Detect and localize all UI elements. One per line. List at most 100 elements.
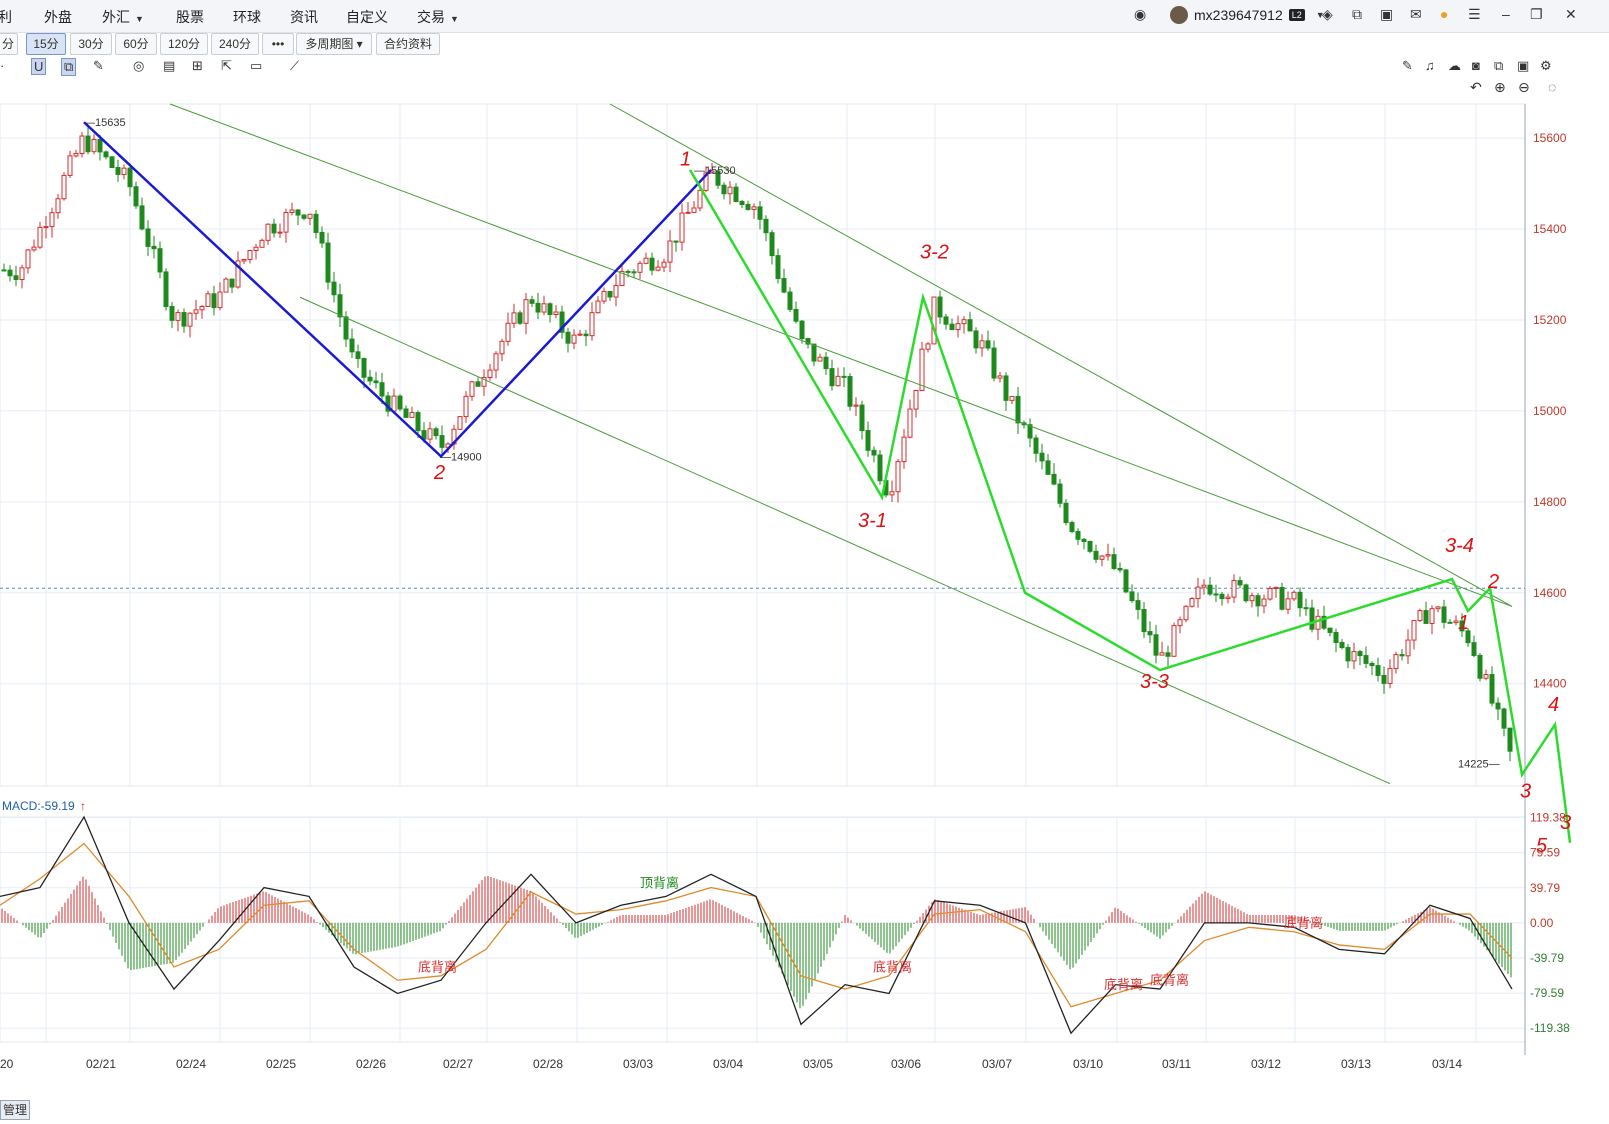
undo-icon[interactable]: ↶ (1470, 79, 1482, 95)
timeframe-button-1[interactable]: 15分 (26, 33, 66, 55)
external-link-icon[interactable]: ⇱ (221, 58, 232, 73)
candle-body (727, 186, 733, 195)
candle-body (1123, 569, 1129, 593)
menu-item-4[interactable]: 环球 (233, 7, 261, 27)
minimize-icon[interactable]: ‒ (1502, 6, 1510, 22)
menu-item-6[interactable]: 自定义 (346, 7, 388, 27)
settings-icon[interactable]: ⚙ (1540, 58, 1552, 73)
price-axis-label: 15200 (1533, 313, 1567, 327)
menu-icon[interactable]: ☰ (1468, 6, 1481, 22)
robot-icon[interactable]: ◉ (1134, 6, 1147, 22)
candle-body (1057, 483, 1063, 504)
candle-body (1273, 586, 1279, 590)
candle-body (655, 266, 661, 271)
maximize-icon[interactable]: ❐ (1530, 6, 1543, 22)
menu-item-2[interactable]: 外汇 ▼ (102, 7, 144, 27)
candle-body (1363, 655, 1369, 664)
copy-icon[interactable]: ⧉ (1494, 58, 1504, 73)
bell-icon[interactable]: ● (1440, 6, 1449, 22)
candle-body (757, 206, 763, 220)
grid-icon[interactable]: ⊞ (192, 58, 203, 73)
candle-body (961, 319, 967, 325)
user-account[interactable]: mx239647912 L2 ▼ (1170, 6, 1325, 24)
menu-item-3[interactable]: 股票 (176, 7, 204, 27)
ruler-icon[interactable]: ⟋ (290, 58, 300, 73)
candle-body (1183, 605, 1189, 621)
camera-icon[interactable]: ◙ (1472, 58, 1480, 73)
timeframe-button-2[interactable]: 30分 (70, 33, 112, 55)
candle-body (463, 395, 469, 418)
candle-body (157, 248, 163, 273)
candle-body (1189, 598, 1195, 607)
manage-button[interactable]: 管理 (0, 1100, 30, 1120)
candle-body (427, 428, 433, 440)
zoom-in-icon[interactable]: ⊕ (1494, 79, 1506, 95)
candle-body (559, 311, 565, 333)
menu-item-1[interactable]: 外盘 (44, 7, 72, 27)
timeframe-button-3[interactable]: 60分 (115, 33, 157, 55)
low-price-label: —14900 (440, 451, 482, 463)
candle-body (367, 376, 373, 382)
candle-body (853, 404, 859, 407)
wave-annotation: 3-4 (1445, 535, 1474, 557)
screen-icon[interactable]: ▣ (1517, 58, 1530, 73)
more-icon[interactable]: · (0, 58, 5, 73)
chart-canvas[interactable]: 15600 15400 15200 15000 14800 14600 14400 119.3… (0, 95, 1609, 1100)
macd-axis-label: 0.00 (1530, 916, 1554, 930)
date-axis-label: 02/28 (533, 1057, 563, 1071)
candle-body (487, 369, 493, 379)
timeframe-button-0[interactable]: 分 (0, 33, 18, 55)
menu-item-5[interactable]: 资讯 (290, 7, 318, 27)
candle-body (811, 343, 817, 362)
share-icon[interactable]: ⧉ (1352, 6, 1362, 22)
candle-body (145, 228, 151, 247)
divergence-label: 底背离 (873, 959, 912, 974)
comment-icon[interactable]: ▭ (250, 58, 263, 73)
layers-icon[interactable]: ◈ (1322, 6, 1333, 22)
video-icon[interactable]: ▣ (1380, 6, 1394, 22)
menu-item-label: 利 (0, 9, 12, 25)
timeframe-button-5[interactable]: 240分 (211, 33, 259, 55)
candle-body (355, 351, 361, 359)
mail-icon[interactable]: ✉ (1410, 6, 1422, 22)
copy-icon[interactable]: ⧉ (61, 58, 77, 76)
candle-body (1069, 522, 1075, 532)
candle-body (1453, 620, 1459, 624)
date-axis-label: 03/12 (1251, 1057, 1281, 1071)
channel-upper-line-2 (609, 103, 1513, 607)
magnet-icon[interactable]: U (31, 58, 47, 75)
candle-body (13, 275, 19, 281)
candle-body (1207, 584, 1213, 595)
macd-axis-label: -39.79 (1530, 951, 1564, 965)
candle-body (1375, 665, 1381, 676)
pencil-icon[interactable]: ✎ (1402, 58, 1413, 73)
eye-icon[interactable]: ◎ (133, 58, 145, 73)
candle-body (295, 209, 301, 216)
cloud-icon[interactable]: ☁ (1448, 58, 1461, 73)
pencil-icon[interactable]: ✎ (93, 58, 104, 73)
timeframe-button-8[interactable]: 合约资料 (376, 33, 440, 55)
timeframe-button-7[interactable]: 多周期图 ▾ (296, 33, 372, 55)
candle-body (169, 306, 175, 321)
candle-body (631, 271, 637, 274)
candle-body (379, 382, 385, 397)
search-icon[interactable]: ◌ (1548, 79, 1557, 95)
menu-item-7[interactable]: 交易 ▼ (417, 7, 459, 27)
blue-wave-line (83, 121, 712, 459)
candle-body (625, 270, 631, 273)
menu-item-0[interactable]: 利 (0, 7, 12, 27)
candle-body (769, 232, 775, 257)
wave-annotation: 2 (1487, 571, 1499, 593)
timeframe-button-6[interactable]: ••• (262, 33, 294, 55)
close-icon[interactable]: ✕ (1565, 6, 1577, 22)
menu-item-label: 股票 (176, 9, 204, 25)
candle-body (1261, 598, 1267, 607)
zoom-out-icon[interactable]: ⊖ (1518, 79, 1530, 95)
candle-body (181, 312, 187, 327)
trash-icon[interactable]: ▤ (163, 58, 176, 73)
candle-body (73, 153, 79, 157)
bell-icon[interactable]: ♫ (1425, 58, 1435, 73)
candle-body (331, 281, 337, 296)
timeframe-button-4[interactable]: 120分 (160, 33, 208, 55)
candle-body (1147, 631, 1153, 636)
